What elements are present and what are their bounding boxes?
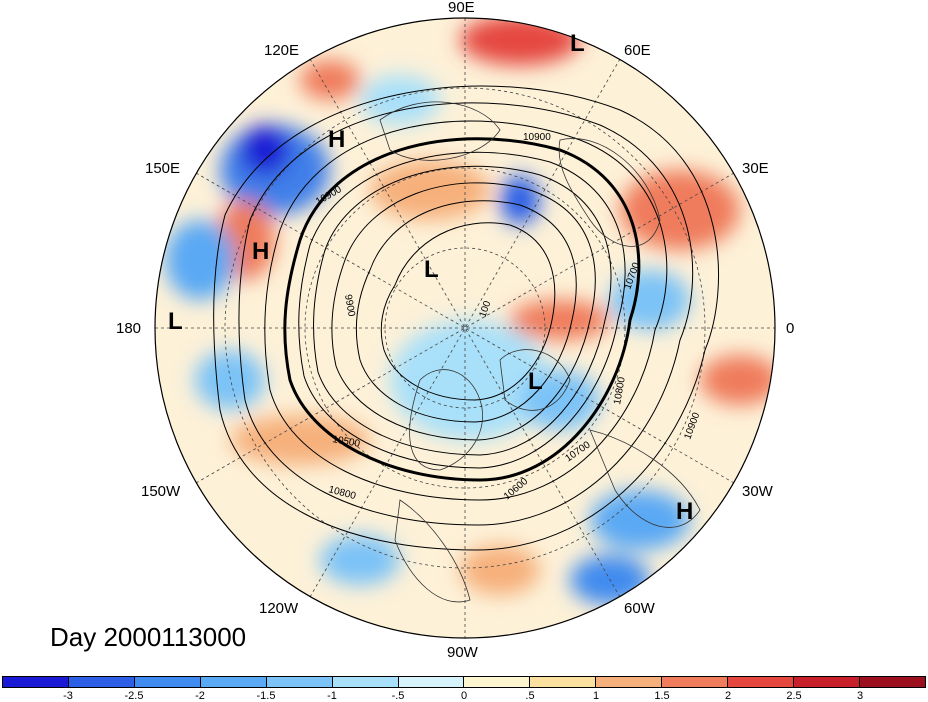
height-contours xyxy=(213,85,720,551)
colorbar-tick-label: 3 xyxy=(856,690,864,702)
lon-label-60w: 60W xyxy=(624,600,655,617)
colorbar-swatch xyxy=(464,677,531,687)
colorbar-tick-label: -2 xyxy=(195,690,205,702)
colorbar-swatch xyxy=(794,677,860,687)
colorbar-tick-label: -1.5 xyxy=(256,690,276,702)
colorbar-swatch xyxy=(332,677,399,687)
coastlines xyxy=(379,101,701,603)
colorbar-tick-label: 1 xyxy=(592,690,600,702)
lon-label-150e: 150E xyxy=(145,160,181,177)
colorbar-swatch xyxy=(859,677,925,687)
colorbar-swatch xyxy=(662,677,729,687)
lon-label-150w: 150W xyxy=(141,483,181,500)
colorbar-tick-label: -3 xyxy=(63,690,73,702)
colorbar-swatch xyxy=(728,677,795,687)
contour-label: 10800 xyxy=(612,376,628,406)
colorbar-swatch xyxy=(3,677,69,687)
high-marker: H xyxy=(252,238,270,265)
high-marker: H xyxy=(328,126,346,153)
contour-label: 9900 xyxy=(342,294,357,318)
day-title: Day 2000113000 xyxy=(50,622,247,652)
colorbar-swatch xyxy=(398,677,465,687)
colorbar-swatch xyxy=(266,677,333,687)
colorbar-swatch xyxy=(596,677,663,687)
lon-label-120w: 120W xyxy=(259,600,299,617)
colorbar-swatch xyxy=(134,677,201,687)
lon-label-90e: 90E xyxy=(448,0,475,16)
lon-label-30w: 30W xyxy=(742,483,773,500)
anomaly-field xyxy=(155,18,775,638)
contour-label: 10900 xyxy=(523,132,551,143)
colorbar-tick-label: -2.5 xyxy=(124,690,144,702)
lon-label-60e: 60E xyxy=(624,42,651,59)
low-marker: L xyxy=(570,30,585,57)
lon-label-180: 180 xyxy=(116,320,142,337)
colorbar-tick-label: 1.5 xyxy=(654,690,670,702)
colorbar-tick-label: 2.5 xyxy=(786,690,802,702)
lon-label-0: 0 xyxy=(786,320,795,337)
colorbar-swatch xyxy=(200,677,267,687)
colorbar-tick-label: -1 xyxy=(327,690,337,702)
low-marker: L xyxy=(168,308,183,335)
colorbar-tick-label: -.5 xyxy=(391,690,405,702)
colorbar xyxy=(2,676,926,688)
colorbar-tick-label: .5 xyxy=(525,690,535,702)
colorbar-tick-label: 0 xyxy=(460,690,468,702)
low-marker: L xyxy=(424,256,439,283)
lon-label-120e: 120E xyxy=(264,42,300,59)
colorbar-tick-label: 2 xyxy=(724,690,732,702)
lon-label-30e: 30E xyxy=(742,160,769,177)
colorbar-swatch xyxy=(530,677,597,687)
colorbar-swatch xyxy=(68,677,135,687)
high-marker: H xyxy=(676,498,694,525)
contour-label: 10500 xyxy=(331,434,361,450)
low-marker: L xyxy=(528,368,543,395)
lon-label-90w: 90W xyxy=(447,644,478,661)
